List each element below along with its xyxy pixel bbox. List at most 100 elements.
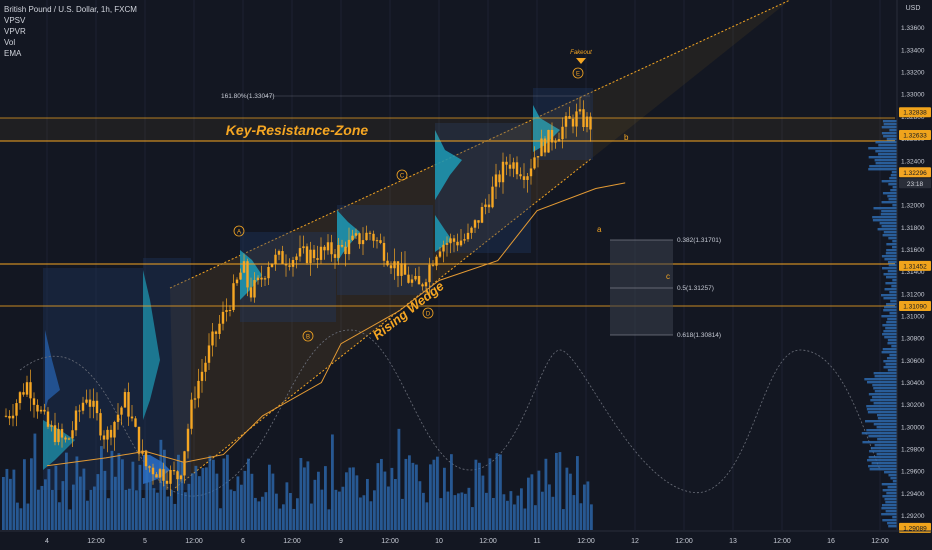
volume-bar bbox=[450, 454, 453, 530]
candle bbox=[550, 122, 554, 151]
candle bbox=[15, 399, 18, 427]
candle bbox=[491, 176, 494, 209]
indicator-ema[interactable]: EMA bbox=[4, 49, 22, 58]
candle bbox=[197, 368, 200, 408]
vpvr-bar bbox=[874, 159, 897, 162]
symbol-title[interactable]: British Pound / U.S. Dollar, 1h, FXCM bbox=[4, 5, 137, 14]
volume-bar bbox=[264, 492, 268, 530]
candle bbox=[211, 323, 214, 357]
vpvr-bar bbox=[882, 333, 897, 336]
candle bbox=[172, 461, 176, 475]
volume-bar bbox=[124, 489, 128, 530]
vpvr-bar bbox=[881, 513, 897, 516]
candle bbox=[183, 450, 186, 484]
indicator-vol[interactable]: Vol bbox=[4, 38, 16, 47]
vpvr-bar bbox=[872, 216, 897, 219]
candle bbox=[484, 198, 487, 215]
candle bbox=[11, 403, 15, 427]
candle bbox=[487, 194, 491, 213]
vpvr-bar bbox=[868, 156, 897, 159]
volume-bar bbox=[40, 485, 44, 530]
candle bbox=[379, 233, 382, 245]
session-profile-boxes bbox=[43, 88, 593, 490]
x-tick-label: 12:00 bbox=[381, 538, 399, 545]
volume-bar bbox=[163, 449, 166, 530]
fib-label-1618: 161.80%(1.33047) bbox=[221, 93, 275, 100]
indicator-vpsv[interactable]: VPSV bbox=[4, 16, 26, 25]
vpvr-bar bbox=[872, 396, 897, 399]
candle bbox=[466, 223, 470, 242]
vpvr-bar bbox=[887, 342, 897, 345]
candle bbox=[589, 112, 592, 142]
candle bbox=[88, 389, 92, 419]
volume-bar bbox=[432, 459, 436, 530]
volume-bar bbox=[422, 492, 425, 530]
volume-bar bbox=[471, 507, 474, 530]
currency-label: USD bbox=[906, 5, 921, 12]
vpvr-bar bbox=[883, 330, 897, 333]
vpvr-bar bbox=[868, 147, 897, 150]
candle bbox=[221, 301, 225, 331]
volume-bar bbox=[576, 456, 579, 530]
wave-label-a: A bbox=[237, 230, 241, 236]
volume-bar bbox=[110, 450, 114, 530]
vpvr-bar bbox=[872, 219, 897, 222]
volume-bar bbox=[520, 488, 523, 530]
candle bbox=[190, 392, 193, 435]
volume-bar bbox=[369, 501, 373, 530]
volume-bar bbox=[159, 439, 163, 530]
volume-bar bbox=[72, 484, 75, 530]
volume-bar bbox=[201, 468, 205, 530]
volume-bar bbox=[583, 484, 586, 530]
candle bbox=[29, 369, 32, 412]
candle bbox=[501, 152, 505, 194]
volume-bar bbox=[446, 491, 450, 530]
volume-bar bbox=[495, 453, 499, 530]
candle bbox=[242, 254, 246, 274]
vpvr-bar bbox=[887, 261, 897, 264]
volume-bar bbox=[250, 473, 254, 530]
candle bbox=[57, 422, 60, 446]
volume-bar bbox=[208, 455, 212, 530]
candle bbox=[554, 138, 557, 149]
vpvr-bar bbox=[892, 480, 897, 483]
candle bbox=[389, 261, 393, 275]
candle bbox=[393, 248, 396, 280]
volume-bar bbox=[506, 500, 509, 530]
vpvr-bar bbox=[890, 174, 897, 177]
candle bbox=[526, 173, 529, 193]
vpvr-bar bbox=[891, 285, 897, 288]
candle bbox=[162, 462, 165, 487]
volume-bar bbox=[68, 509, 72, 530]
y-tick-label: 1.32800 bbox=[901, 114, 925, 121]
candle bbox=[382, 236, 386, 267]
candle bbox=[284, 254, 288, 277]
candle bbox=[36, 399, 39, 419]
volume-bar bbox=[341, 486, 345, 530]
candle bbox=[445, 236, 449, 257]
fib-retracement-box bbox=[610, 240, 673, 335]
candle bbox=[46, 407, 50, 429]
vpvr-bar bbox=[875, 162, 897, 165]
indicator-vpvr[interactable]: VPVR bbox=[4, 27, 26, 36]
volume-bar bbox=[376, 463, 380, 530]
candle bbox=[176, 470, 179, 491]
candle bbox=[319, 237, 323, 264]
volume-bar bbox=[513, 504, 516, 530]
fakeout-label: Fakeout bbox=[570, 50, 592, 56]
x-tick-label: 12:00 bbox=[871, 538, 889, 545]
vpvr-bar bbox=[887, 270, 897, 273]
candle bbox=[155, 472, 158, 478]
vpvr-bar bbox=[892, 279, 897, 282]
candle bbox=[372, 230, 375, 248]
volume-bar bbox=[257, 501, 261, 530]
volume-bar bbox=[348, 467, 352, 530]
vpvr-bar bbox=[892, 240, 897, 243]
candle bbox=[333, 249, 337, 269]
volume-bar bbox=[117, 453, 121, 530]
price-tag-label: 1.32633 bbox=[903, 132, 927, 139]
candle bbox=[60, 423, 64, 448]
volume-bar bbox=[243, 470, 247, 530]
candle bbox=[571, 114, 575, 134]
